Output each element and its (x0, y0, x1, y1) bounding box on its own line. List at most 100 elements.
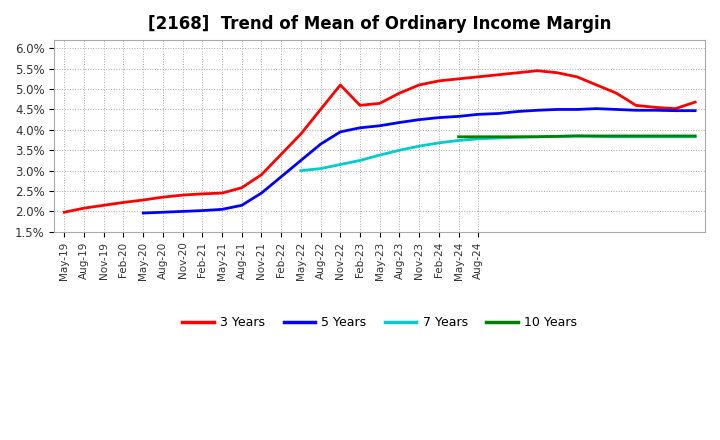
3 Years (454, 76, 463, 81)
5 Years (158, 209, 167, 215)
7 Years (474, 136, 482, 141)
5 Years (336, 129, 345, 135)
5 Years (198, 208, 207, 213)
3 Years (671, 106, 680, 111)
Line: 5 Years: 5 Years (143, 109, 695, 213)
5 Years (494, 111, 503, 116)
3 Years (513, 70, 522, 75)
10 Years (572, 133, 581, 139)
10 Years (533, 134, 541, 139)
3 Years (415, 82, 423, 88)
5 Years (217, 207, 226, 212)
7 Years (553, 134, 562, 139)
3 Years (612, 91, 621, 96)
3 Years (631, 103, 640, 108)
7 Years (690, 134, 699, 139)
3 Years (217, 191, 226, 196)
10 Years (652, 133, 660, 139)
5 Years (690, 108, 699, 114)
10 Years (612, 133, 621, 139)
Line: 10 Years: 10 Years (459, 136, 695, 137)
10 Years (690, 133, 699, 139)
3 Years (652, 105, 660, 110)
3 Years (238, 185, 246, 191)
3 Years (198, 191, 207, 197)
5 Years (415, 117, 423, 122)
10 Years (454, 134, 463, 139)
10 Years (593, 133, 601, 139)
10 Years (631, 133, 640, 139)
3 Years (435, 78, 444, 84)
3 Years (158, 194, 167, 200)
5 Years (316, 142, 325, 147)
3 Years (572, 74, 581, 80)
3 Years (99, 203, 108, 208)
3 Years (494, 72, 503, 77)
5 Years (593, 106, 601, 111)
3 Years (139, 198, 148, 203)
5 Years (375, 123, 384, 128)
10 Years (513, 134, 522, 139)
10 Years (474, 134, 482, 139)
Line: 3 Years: 3 Years (64, 71, 695, 212)
7 Years (375, 153, 384, 158)
3 Years (179, 192, 187, 198)
7 Years (336, 162, 345, 167)
3 Years (119, 200, 127, 205)
7 Years (631, 134, 640, 139)
7 Years (652, 134, 660, 139)
5 Years (139, 210, 148, 216)
3 Years (60, 209, 68, 215)
3 Years (533, 68, 541, 73)
5 Years (553, 107, 562, 112)
5 Years (612, 107, 621, 112)
10 Years (553, 134, 562, 139)
3 Years (375, 101, 384, 106)
5 Years (631, 108, 640, 113)
5 Years (454, 114, 463, 119)
5 Years (277, 174, 286, 180)
7 Years (395, 147, 404, 153)
3 Years (336, 82, 345, 88)
5 Years (395, 120, 404, 125)
7 Years (297, 168, 305, 173)
7 Years (671, 134, 680, 139)
5 Years (474, 112, 482, 117)
5 Years (257, 191, 266, 196)
5 Years (671, 108, 680, 114)
7 Years (494, 136, 503, 141)
7 Years (454, 138, 463, 143)
5 Years (513, 109, 522, 114)
7 Years (572, 133, 581, 139)
3 Years (690, 99, 699, 105)
5 Years (356, 125, 364, 130)
7 Years (356, 158, 364, 163)
3 Years (395, 91, 404, 96)
3 Years (356, 103, 364, 108)
3 Years (316, 107, 325, 112)
7 Years (415, 143, 423, 149)
7 Years (533, 134, 541, 139)
10 Years (494, 134, 503, 139)
3 Years (297, 131, 305, 136)
Line: 7 Years: 7 Years (301, 136, 695, 171)
5 Years (572, 107, 581, 112)
7 Years (435, 140, 444, 146)
10 Years (671, 133, 680, 139)
5 Years (238, 203, 246, 208)
5 Years (533, 108, 541, 113)
5 Years (179, 209, 187, 214)
5 Years (435, 115, 444, 120)
7 Years (612, 134, 621, 139)
5 Years (297, 158, 305, 163)
7 Years (513, 135, 522, 140)
3 Years (277, 152, 286, 157)
7 Years (593, 134, 601, 139)
3 Years (553, 70, 562, 75)
3 Years (80, 205, 89, 211)
7 Years (316, 166, 325, 171)
3 Years (474, 74, 482, 80)
3 Years (257, 172, 266, 177)
Title: [2168]  Trend of Mean of Ordinary Income Margin: [2168] Trend of Mean of Ordinary Income … (148, 15, 611, 33)
Legend: 3 Years, 5 Years, 7 Years, 10 Years: 3 Years, 5 Years, 7 Years, 10 Years (178, 311, 582, 334)
